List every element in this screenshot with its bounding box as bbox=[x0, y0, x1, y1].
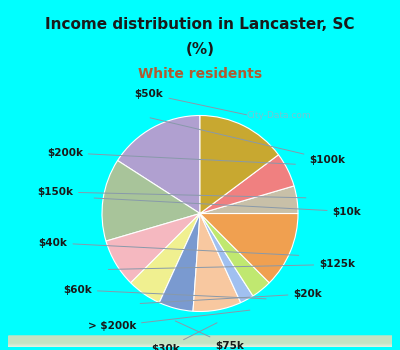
Bar bbox=[8, 338, 392, 344]
Bar bbox=[8, 337, 392, 343]
Text: $20k: $20k bbox=[140, 289, 322, 303]
Text: $40k: $40k bbox=[38, 238, 299, 256]
Bar bbox=[8, 337, 392, 343]
Bar bbox=[8, 340, 392, 345]
Bar bbox=[8, 340, 392, 345]
Wedge shape bbox=[200, 116, 278, 214]
Text: White residents: White residents bbox=[138, 66, 262, 80]
Bar bbox=[8, 339, 392, 344]
Bar bbox=[8, 339, 392, 344]
Bar bbox=[8, 341, 392, 346]
Bar bbox=[8, 337, 392, 343]
Text: $150k: $150k bbox=[37, 187, 306, 198]
Text: $200k: $200k bbox=[47, 148, 295, 164]
Text: > $200k: > $200k bbox=[88, 310, 250, 331]
Text: $100k: $100k bbox=[150, 118, 345, 164]
Wedge shape bbox=[102, 161, 200, 241]
Text: City-Data.com: City-Data.com bbox=[246, 111, 311, 120]
Wedge shape bbox=[200, 214, 253, 303]
Bar bbox=[8, 340, 392, 345]
Bar bbox=[8, 337, 392, 342]
Bar bbox=[8, 338, 392, 343]
Bar bbox=[8, 339, 392, 344]
Wedge shape bbox=[159, 214, 200, 311]
Bar bbox=[8, 336, 392, 341]
Bar bbox=[8, 340, 392, 345]
Text: Income distribution in Lancaster, SC: Income distribution in Lancaster, SC bbox=[45, 17, 355, 32]
Text: (%): (%) bbox=[186, 42, 214, 56]
Text: $50k: $50k bbox=[135, 89, 246, 115]
Text: $75k: $75k bbox=[175, 321, 244, 350]
Bar bbox=[8, 341, 392, 346]
Bar bbox=[8, 337, 392, 342]
Bar bbox=[8, 338, 392, 343]
Bar bbox=[8, 340, 392, 345]
Bar bbox=[8, 341, 392, 346]
Bar bbox=[8, 337, 392, 342]
Text: $60k: $60k bbox=[63, 285, 266, 299]
Bar bbox=[8, 340, 392, 345]
Bar bbox=[8, 336, 392, 342]
Wedge shape bbox=[200, 214, 269, 296]
Bar bbox=[8, 341, 392, 346]
Bar bbox=[8, 341, 392, 346]
Wedge shape bbox=[200, 214, 298, 283]
Bar bbox=[8, 338, 392, 343]
Bar bbox=[8, 337, 392, 342]
Bar bbox=[8, 336, 392, 341]
Bar bbox=[8, 336, 392, 342]
Wedge shape bbox=[193, 214, 241, 312]
Bar bbox=[8, 338, 392, 344]
Text: $30k: $30k bbox=[151, 323, 217, 350]
Wedge shape bbox=[200, 186, 298, 214]
Bar bbox=[8, 339, 392, 344]
Bar bbox=[8, 336, 392, 342]
Text: $10k: $10k bbox=[94, 198, 361, 217]
Text: $125k: $125k bbox=[108, 259, 355, 270]
Bar bbox=[8, 340, 392, 345]
Wedge shape bbox=[118, 116, 200, 214]
Bar bbox=[8, 339, 392, 344]
Wedge shape bbox=[200, 155, 294, 214]
Bar bbox=[8, 336, 392, 342]
Bar bbox=[8, 338, 392, 343]
Bar bbox=[8, 341, 392, 346]
Bar bbox=[8, 341, 392, 346]
Bar bbox=[8, 340, 392, 345]
Bar bbox=[8, 339, 392, 345]
Bar bbox=[8, 340, 392, 345]
Wedge shape bbox=[131, 214, 200, 303]
Bar bbox=[8, 339, 392, 344]
Bar bbox=[8, 340, 392, 346]
Bar bbox=[8, 337, 392, 342]
Bar bbox=[8, 338, 392, 344]
Wedge shape bbox=[106, 214, 200, 283]
Bar bbox=[8, 338, 392, 343]
Bar bbox=[8, 341, 392, 346]
Bar bbox=[8, 337, 392, 342]
Bar bbox=[8, 338, 392, 343]
Bar bbox=[8, 337, 392, 343]
